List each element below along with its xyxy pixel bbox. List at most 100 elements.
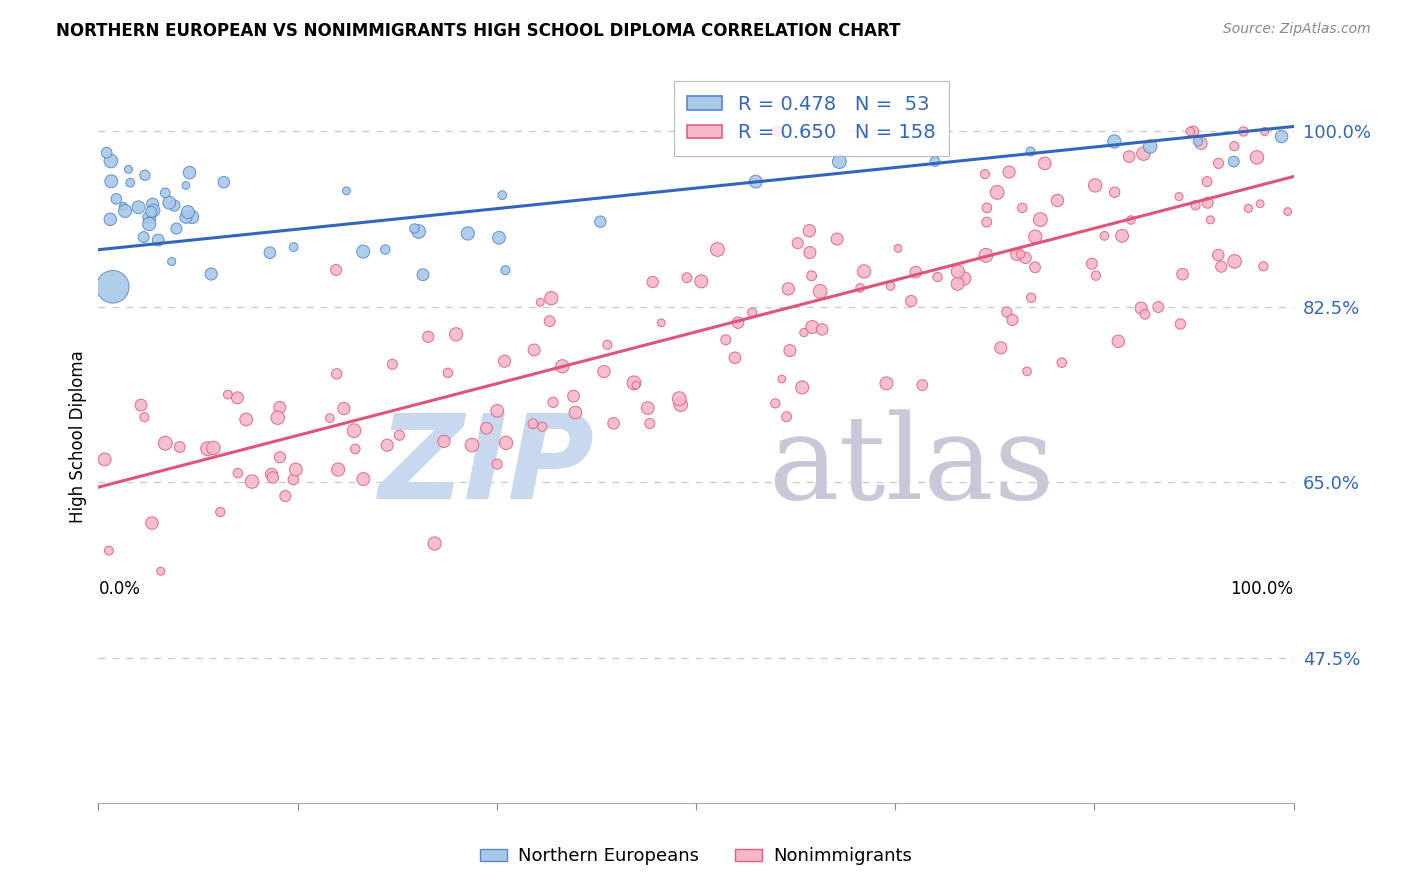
Point bbox=[1206, 248, 1229, 262]
Point bbox=[93, 452, 115, 467]
Point bbox=[1081, 257, 1104, 271]
Point bbox=[1199, 212, 1222, 227]
Point bbox=[593, 365, 616, 379]
Point bbox=[212, 175, 235, 189]
Point bbox=[343, 424, 366, 438]
Point bbox=[444, 327, 467, 342]
Point bbox=[284, 462, 307, 476]
Point bbox=[986, 186, 1008, 200]
Point bbox=[96, 145, 118, 160]
Point bbox=[1168, 317, 1191, 331]
Point bbox=[1046, 194, 1069, 208]
Text: 0.0%: 0.0% bbox=[98, 580, 141, 598]
Point bbox=[335, 184, 357, 198]
Point bbox=[792, 380, 814, 394]
Point bbox=[523, 343, 546, 357]
Text: ZIP: ZIP bbox=[378, 409, 595, 524]
Point bbox=[418, 330, 440, 344]
Point bbox=[1223, 154, 1246, 169]
Point bbox=[486, 404, 509, 418]
Point bbox=[134, 410, 156, 425]
Point bbox=[1118, 150, 1140, 164]
Point bbox=[714, 333, 737, 347]
Point bbox=[381, 357, 404, 371]
Point bbox=[174, 178, 197, 193]
Point bbox=[1168, 189, 1191, 203]
Point bbox=[461, 438, 484, 452]
Point bbox=[101, 280, 124, 294]
Point bbox=[226, 391, 249, 405]
Point bbox=[828, 154, 851, 169]
Point bbox=[138, 217, 160, 231]
Point bbox=[641, 275, 664, 289]
Point bbox=[437, 366, 460, 380]
Point bbox=[745, 175, 768, 189]
Point bbox=[727, 316, 749, 330]
Point bbox=[808, 285, 831, 299]
Text: Source: ZipAtlas.com: Source: ZipAtlas.com bbox=[1223, 22, 1371, 37]
Point bbox=[879, 279, 901, 293]
Point bbox=[97, 543, 120, 558]
Point bbox=[1133, 307, 1156, 321]
Point bbox=[799, 224, 821, 238]
Point bbox=[160, 254, 183, 268]
Point bbox=[741, 305, 763, 319]
Point bbox=[262, 470, 284, 484]
Point bbox=[494, 354, 516, 368]
Point bbox=[900, 293, 922, 308]
Point bbox=[541, 395, 564, 409]
Point bbox=[1107, 334, 1129, 349]
Point bbox=[134, 168, 156, 182]
Point bbox=[112, 200, 135, 214]
Point bbox=[177, 205, 200, 219]
Point bbox=[1001, 313, 1024, 327]
Point bbox=[1119, 213, 1142, 227]
Point bbox=[486, 457, 509, 471]
Point bbox=[596, 338, 619, 352]
Point bbox=[352, 472, 374, 486]
Point bbox=[1011, 201, 1033, 215]
Point bbox=[623, 376, 645, 390]
Point bbox=[1014, 251, 1036, 265]
Point bbox=[388, 428, 411, 442]
Point bbox=[1010, 247, 1032, 261]
Point bbox=[488, 231, 510, 245]
Point bbox=[638, 417, 661, 431]
Point bbox=[825, 232, 848, 246]
Point bbox=[352, 244, 374, 259]
Point bbox=[138, 211, 160, 225]
Point bbox=[1246, 150, 1268, 164]
Point bbox=[690, 274, 713, 288]
Point bbox=[374, 243, 396, 257]
Point bbox=[801, 320, 824, 334]
Point bbox=[1005, 247, 1028, 261]
Point bbox=[149, 564, 172, 578]
Point bbox=[141, 516, 163, 530]
Point bbox=[779, 343, 801, 358]
Point bbox=[522, 417, 544, 431]
Point bbox=[494, 263, 516, 277]
Point bbox=[235, 412, 257, 426]
Point bbox=[325, 367, 347, 381]
Point bbox=[800, 268, 823, 283]
Point bbox=[328, 462, 350, 476]
Point bbox=[990, 341, 1012, 355]
Point bbox=[998, 165, 1021, 179]
Point bbox=[105, 192, 128, 206]
Point bbox=[1223, 139, 1246, 153]
Point bbox=[114, 203, 136, 218]
Point bbox=[1182, 124, 1205, 138]
Point bbox=[155, 436, 177, 450]
Point bbox=[1271, 129, 1294, 144]
Point bbox=[163, 198, 186, 212]
Point bbox=[495, 435, 517, 450]
Point bbox=[1084, 268, 1107, 283]
Point bbox=[1015, 364, 1038, 378]
Point bbox=[946, 277, 969, 291]
Point bbox=[269, 401, 291, 415]
Point bbox=[375, 438, 398, 452]
Point bbox=[259, 245, 281, 260]
Point bbox=[197, 442, 219, 456]
Point bbox=[1104, 135, 1126, 149]
Point bbox=[766, 124, 789, 138]
